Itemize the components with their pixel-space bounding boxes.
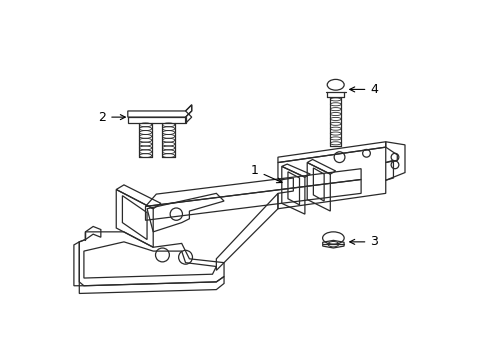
Text: 4: 4 (349, 83, 377, 96)
Text: 3: 3 (349, 235, 377, 248)
Text: 1: 1 (250, 164, 282, 183)
Text: 2: 2 (98, 111, 125, 123)
